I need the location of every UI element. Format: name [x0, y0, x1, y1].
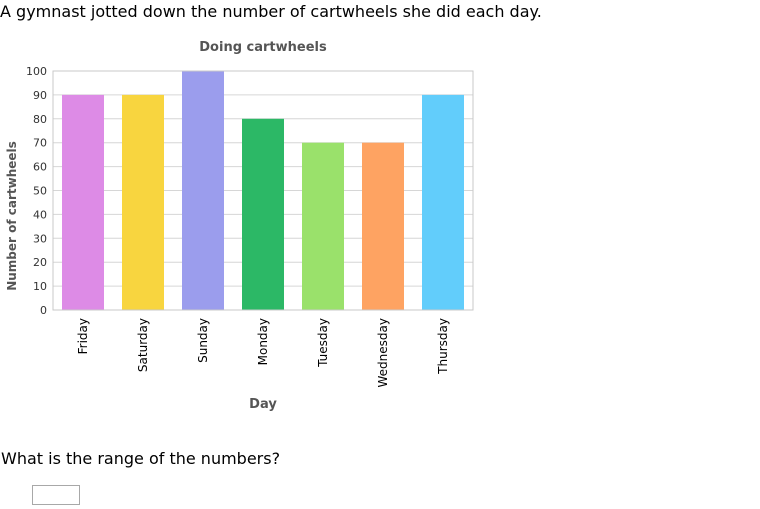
y-axis-ticks: 0 10 20 30 40 50 60 70 80 90 100	[26, 65, 47, 317]
x-tick-label: Friday	[76, 318, 90, 354]
y-tick-label: 30	[33, 232, 47, 245]
y-tick-label: 20	[33, 256, 47, 269]
y-tick-label: 10	[33, 280, 47, 293]
x-axis-ticks: Friday Saturday Sunday Monday Tuesday Wednesd…	[76, 318, 450, 387]
bar-saturday	[122, 94, 164, 311]
y-tick-label: 80	[33, 113, 47, 126]
y-tick-label: 100	[26, 65, 47, 78]
x-axis-title: Day	[249, 397, 277, 412]
plot-frame	[52, 70, 474, 311]
y-axis-title: Number of cartwheels	[5, 141, 19, 291]
bar-thursday	[422, 94, 464, 311]
y-tick-label: 70	[33, 137, 47, 150]
x-tick-label: Monday	[256, 318, 270, 365]
y-tick-label: 40	[33, 208, 47, 221]
answer-input[interactable]	[32, 485, 80, 505]
y-tick-label: 50	[33, 185, 47, 198]
bar-chart: Doing cartwheels 0102030405060708090100 …	[5, 40, 474, 412]
bar-friday	[62, 94, 104, 311]
question-text: What is the range of the numbers?	[1, 449, 281, 468]
bar-tuesday	[302, 142, 344, 310]
y-tick-label: 90	[33, 89, 47, 102]
problem-prompt: A gymnast jotted down the number of cart…	[0, 2, 542, 21]
x-tick-label: Saturday	[136, 318, 150, 372]
chart-bars	[62, 71, 464, 311]
bar-monday	[242, 118, 284, 310]
y-tick-label: 0	[40, 304, 47, 317]
chart-title: Doing cartwheels	[199, 40, 327, 55]
x-tick-label: Tuesday	[316, 318, 330, 368]
x-tick-label: Thursday	[436, 318, 450, 375]
y-tick-label: 60	[33, 161, 47, 174]
x-tick-label: Wednesday	[376, 318, 390, 387]
bar-sunday	[182, 71, 224, 310]
bar-wednesday	[362, 142, 404, 310]
x-tick-label: Sunday	[196, 318, 210, 363]
